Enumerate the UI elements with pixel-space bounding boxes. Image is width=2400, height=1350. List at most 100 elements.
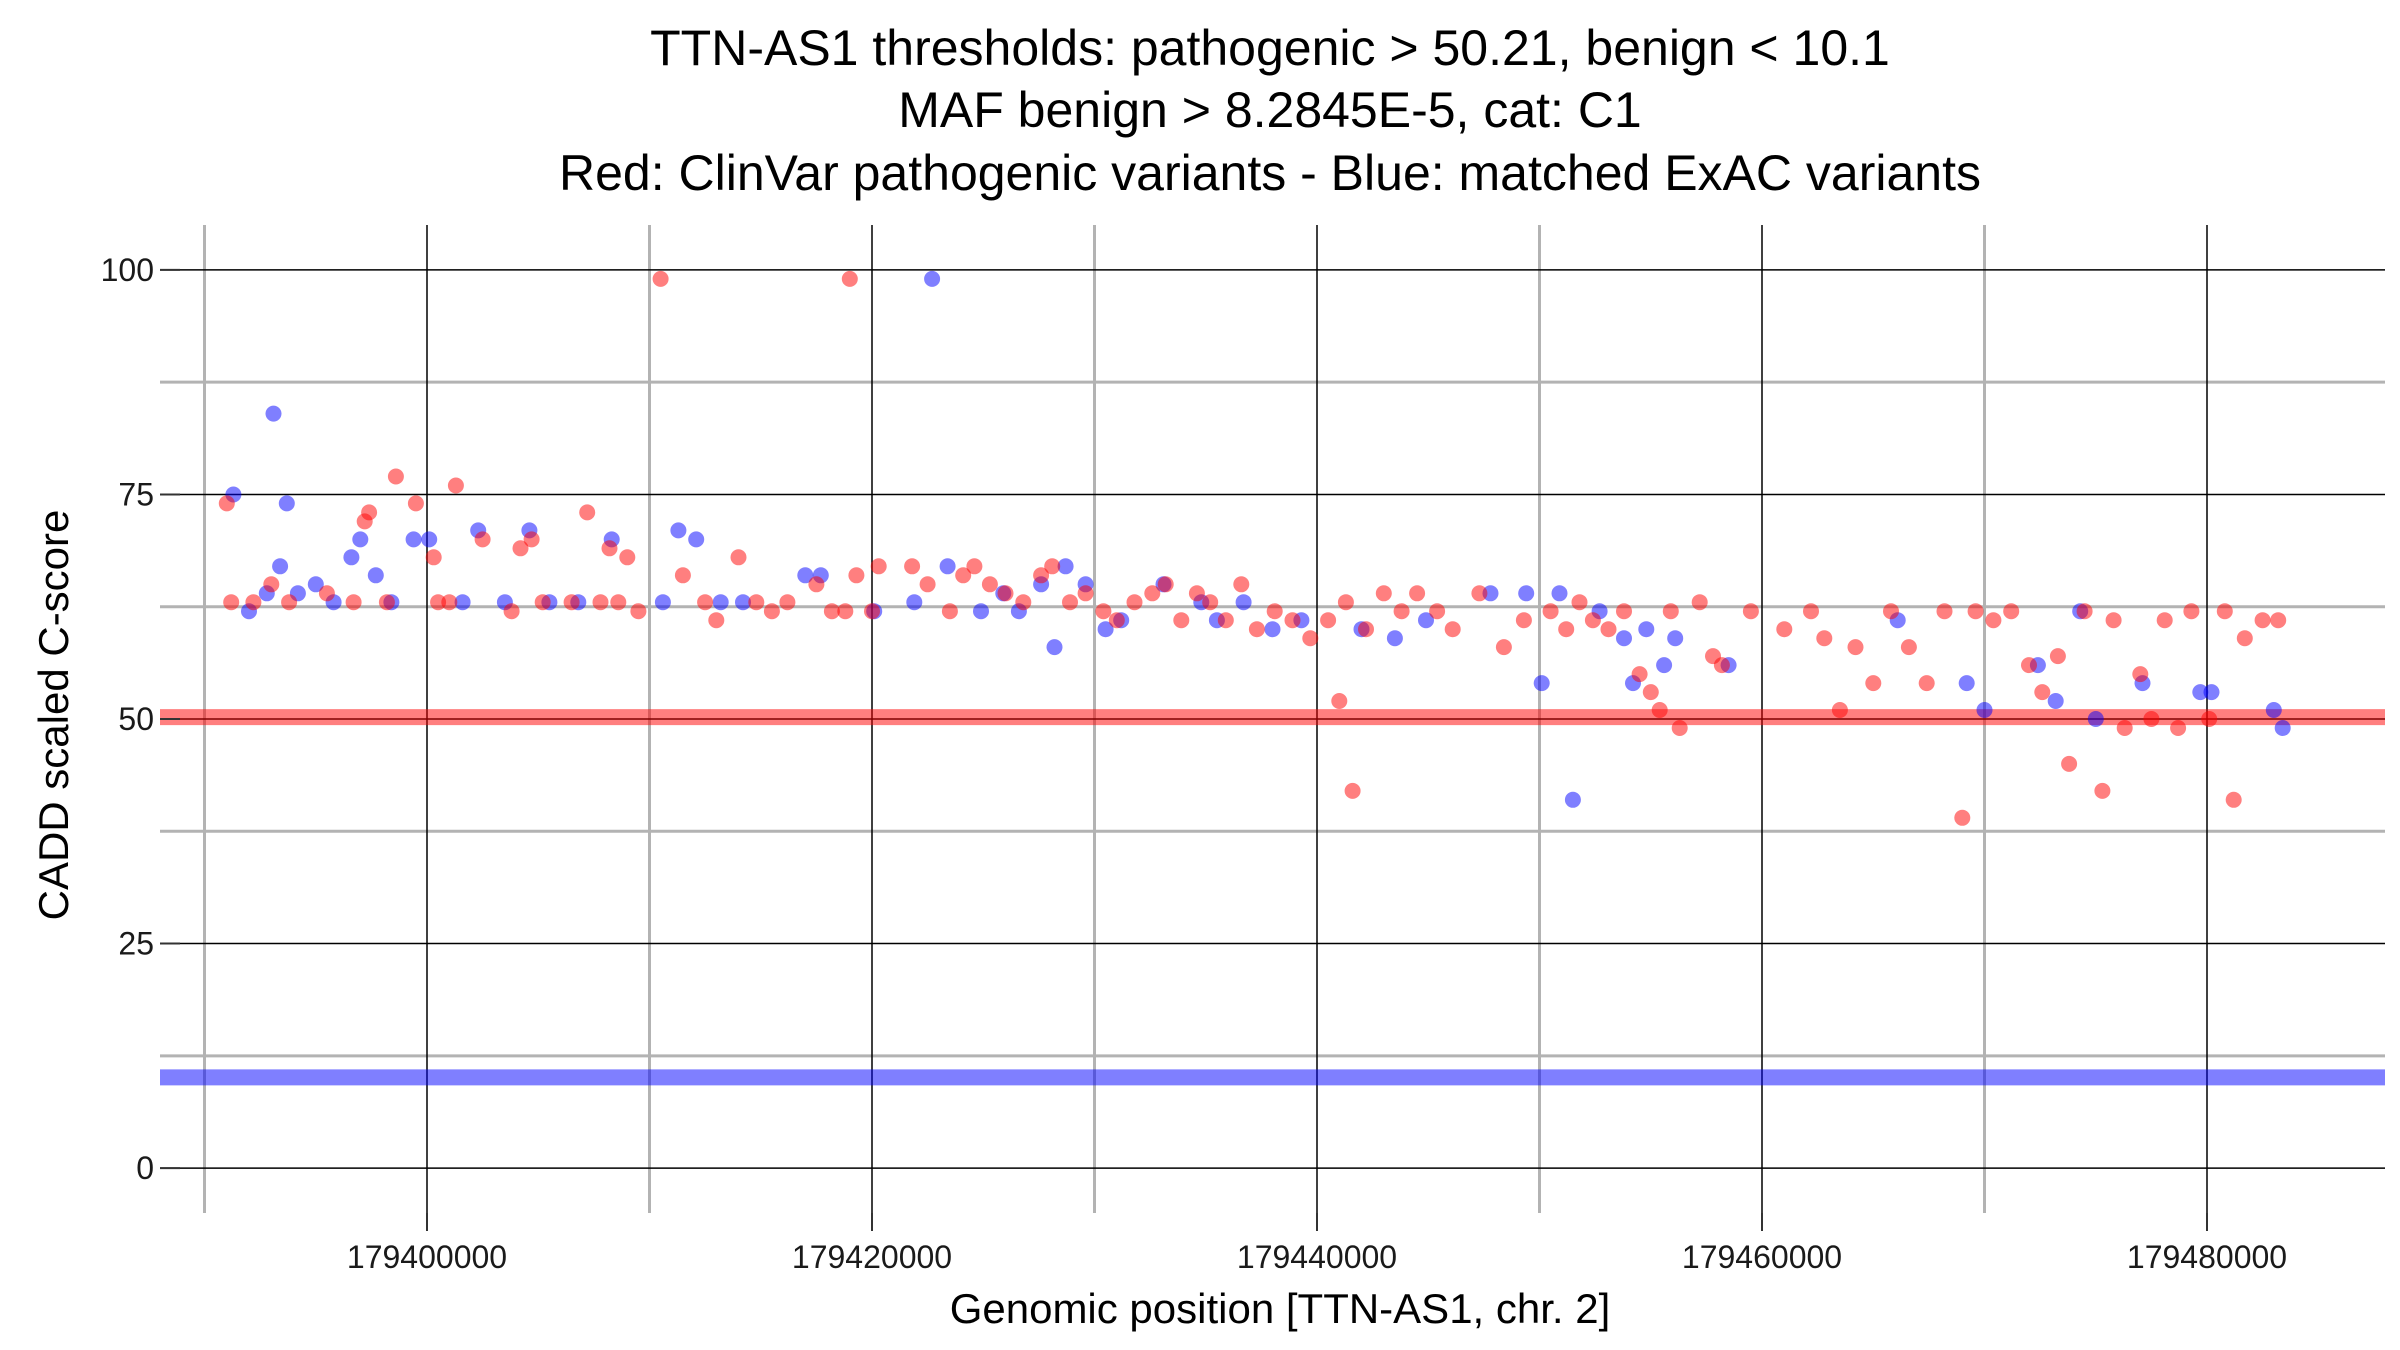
data-point [1803, 603, 1819, 620]
data-point [712, 594, 729, 611]
data-point [2236, 630, 2253, 647]
data-point [2216, 603, 2233, 620]
data-point [1558, 621, 1575, 638]
data-point [1616, 630, 1632, 647]
data-point [2270, 612, 2287, 629]
data-point [1667, 630, 1684, 647]
data-point [265, 405, 282, 422]
data-point [841, 270, 858, 287]
x-axis-ticks: 179400000 179420000 179440000 179460000 1794… [347, 1213, 2287, 1275]
title-line-1: TTN-AS1 thresholds: pathogenic > 50.21, … [650, 20, 1890, 76]
data-point [997, 585, 1014, 602]
data-point [1144, 585, 1161, 602]
data-point [1033, 567, 1050, 584]
x-tick-label: 179480000 [2127, 1239, 2287, 1275]
data-point [973, 603, 989, 620]
data-point [345, 594, 362, 611]
data-point [447, 477, 464, 494]
data-point [1936, 603, 1953, 620]
data-point [2192, 684, 2209, 701]
data-point [263, 576, 280, 593]
data-point [2156, 612, 2173, 629]
data-point [1642, 684, 1659, 701]
data-point [474, 531, 491, 548]
data-point [1337, 594, 1354, 611]
data-point [2049, 648, 2066, 665]
data-point [378, 594, 395, 611]
x-tick-label: 179440000 [1237, 1239, 1397, 1275]
data-point [1320, 612, 1337, 629]
data-point [1057, 558, 1074, 575]
y-axis-title: CADD scaled C-score [30, 510, 77, 921]
data-point [630, 603, 647, 620]
data-point [2094, 782, 2111, 799]
data-point [779, 594, 796, 611]
data-point [1713, 657, 1730, 674]
y-tick-label: 0 [136, 1150, 154, 1186]
data-point [1444, 621, 1461, 638]
data-point [1662, 603, 1679, 620]
data-point [823, 603, 840, 620]
data-point [1518, 585, 1535, 602]
data-point [1302, 630, 1319, 647]
y-tick-label: 50 [118, 701, 154, 737]
data-point [2274, 720, 2291, 736]
data-point [610, 594, 627, 611]
data-point [1188, 585, 1205, 602]
data-point [735, 594, 751, 611]
data-point [652, 270, 669, 287]
x-axis-title: Genomic position [TTN-AS1, chr. 2] [950, 1285, 1611, 1332]
data-point [941, 603, 958, 620]
data-point [1631, 666, 1648, 683]
data-point [441, 594, 458, 611]
x-tick-label: 179400000 [347, 1239, 507, 1275]
data-point [454, 594, 471, 611]
data-point [2076, 603, 2093, 620]
data-point [1077, 585, 1094, 602]
x-tick-label: 179460000 [1682, 1239, 1842, 1275]
data-point [1062, 594, 1078, 611]
data-points [218, 270, 2291, 826]
data-point [2265, 702, 2282, 718]
data-point [1095, 603, 1112, 620]
data-point [919, 576, 936, 593]
chart-title: TTN-AS1 thresholds: pathogenic > 50.21, … [559, 20, 1981, 201]
data-point [848, 567, 865, 584]
data-point [1638, 621, 1655, 638]
y-axis-ticks: 0 25 50 75 100 [101, 252, 180, 1186]
data-point [1691, 594, 1708, 611]
data-point [748, 594, 765, 611]
data-point [670, 522, 687, 539]
data-point [1358, 621, 1374, 638]
data-point [2034, 684, 2051, 701]
data-point [864, 603, 880, 620]
data-point [1284, 612, 1301, 629]
data-point [503, 603, 520, 620]
data-point [1429, 603, 1446, 620]
data-point [1831, 702, 1848, 718]
data-point [808, 576, 825, 593]
data-point [1985, 612, 2002, 629]
data-point [1331, 693, 1348, 709]
data-point [1108, 612, 1125, 629]
data-point [223, 594, 240, 611]
data-point [1600, 621, 1617, 638]
data-point [278, 495, 295, 512]
data-point [1157, 576, 1174, 593]
data-point [563, 594, 580, 611]
data-point [763, 603, 780, 620]
data-point [619, 549, 636, 566]
data-point [318, 585, 335, 602]
data-point [2201, 711, 2218, 727]
data-point [730, 549, 747, 566]
data-point [343, 549, 360, 566]
data-point [2116, 720, 2133, 736]
data-point [2003, 603, 2020, 620]
data-point [534, 594, 551, 611]
data-point [1958, 675, 1975, 692]
data-point [2254, 612, 2271, 629]
data-point [966, 558, 983, 575]
data-point [1386, 630, 1403, 647]
data-point [407, 495, 424, 512]
